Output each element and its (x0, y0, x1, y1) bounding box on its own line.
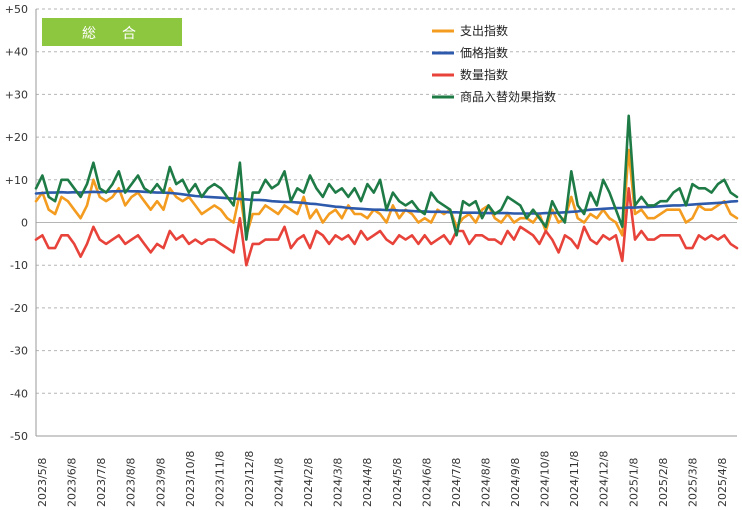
x-tick-label: 2024/5/8 (391, 458, 404, 507)
y-tick-label: +50 (5, 3, 28, 16)
y-tick-label: -20 (10, 302, 28, 315)
x-tick-label: 2025/2/8 (657, 458, 670, 507)
x-tick-label: 2025/4/8 (716, 458, 729, 507)
x-axis-ticks: 2023/5/8 2023/6/8 2023/7/8 2023/8/8 2023/9/8… (36, 451, 729, 507)
x-tick-label: 2023/5/8 (36, 458, 49, 507)
y-axis-ticks: +50 +40 +30 +20 +10 0 -10 -20 -30 -40 -50 (5, 3, 28, 443)
legend-label: 商品入替効果指数 (460, 89, 556, 104)
x-tick-label: 2025/1/8 (627, 458, 640, 507)
x-tick-label: 2024/3/8 (332, 458, 345, 507)
x-tick-label: 2024/1/8 (273, 458, 286, 507)
legend-label: 数量指数 (460, 67, 508, 82)
x-tick-label: 2023/6/8 (66, 458, 79, 507)
y-tick-label: +20 (5, 131, 28, 144)
x-tick-label: 2024/9/8 (509, 458, 522, 507)
x-tick-label: 2023/9/8 (154, 458, 167, 507)
x-tick-label: 2023/10/8 (184, 451, 197, 507)
category-badge-box (42, 18, 182, 46)
x-tick-label: 2024/4/8 (361, 458, 374, 507)
x-tick-label: 2023/8/8 (125, 458, 138, 507)
series-line-2 (34, 187, 739, 267)
y-tick-label: -10 (10, 259, 28, 272)
y-tick-label: 0 (21, 217, 28, 230)
series-line-3 (34, 114, 739, 241)
series-line-0 (34, 148, 739, 237)
y-tick-label: +30 (5, 88, 28, 101)
y-tick-label: -50 (10, 430, 28, 443)
category-badge-label: 総 合 (82, 26, 142, 42)
x-tick-label: 2024/6/8 (420, 458, 433, 507)
category-badge: 総 合 (42, 18, 182, 46)
x-tick-label: 2023/11/8 (213, 451, 226, 507)
y-tick-label: -30 (10, 345, 28, 358)
y-tick-label: +10 (5, 174, 28, 187)
x-tick-label: 2024/12/8 (598, 451, 611, 507)
x-tick-label: 2024/7/8 (450, 458, 463, 507)
legend-label: 価格指数 (460, 45, 508, 60)
legend-label: 支出指数 (460, 23, 508, 38)
y-tick-label: +40 (5, 46, 28, 59)
x-tick-label: 2024/10/8 (539, 451, 552, 507)
x-tick-label: 2024/8/8 (479, 458, 492, 507)
series-lines (34, 114, 739, 267)
x-tick-label: 2024/2/8 (302, 458, 315, 507)
x-tick-label: 2025/3/8 (686, 458, 699, 507)
y-tick-label: -40 (10, 387, 28, 400)
x-tick-label: 2023/7/8 (95, 458, 108, 507)
x-tick-label: 2023/12/8 (243, 451, 256, 507)
x-tick-label: 2024/11/8 (568, 451, 581, 507)
